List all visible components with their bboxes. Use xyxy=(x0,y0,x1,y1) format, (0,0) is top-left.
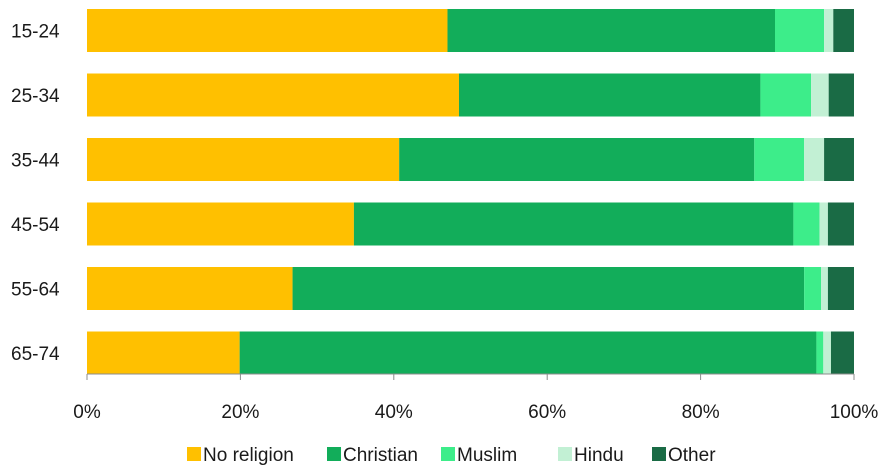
bar-segment-christian xyxy=(353,202,794,246)
bar-segment-muslim xyxy=(816,331,824,375)
category-label: 25-34 xyxy=(11,86,60,107)
bar-segment-hindu xyxy=(819,202,828,246)
legend-swatch xyxy=(441,447,455,461)
bar-segment-hindu xyxy=(811,73,829,117)
bar-segment-no-religion xyxy=(87,267,293,310)
legend-swatch xyxy=(652,447,666,461)
bar-segment-muslim xyxy=(804,267,822,310)
bar-segment-no-religion xyxy=(87,331,240,375)
bar-segment-other xyxy=(827,267,854,310)
bar-segment-no-religion xyxy=(87,73,459,117)
bar-segment-no-religion xyxy=(87,9,448,52)
category-label: 55-64 xyxy=(11,280,60,301)
bar-segment-christian xyxy=(399,138,755,181)
category-label: 15-24 xyxy=(11,22,60,43)
bar-segment-hindu xyxy=(804,138,825,181)
legend-label: Other xyxy=(668,445,716,466)
bar-segment-muslim xyxy=(793,202,820,246)
legend-label: No religion xyxy=(203,445,294,466)
bar-segment-other xyxy=(824,138,854,181)
bar-segment-no-religion xyxy=(87,202,354,246)
x-tick-label: 60% xyxy=(528,402,566,423)
category-labels: 15-24 25-34 35-44 45-54 55-64 65-74 xyxy=(11,22,60,366)
x-tick-label: 0% xyxy=(73,402,101,423)
x-axis: 0% 20% 40% 60% 80% 100% xyxy=(73,373,879,423)
x-tick-label: 100% xyxy=(830,402,879,423)
category-label: 65-74 xyxy=(11,344,60,365)
legend-swatch xyxy=(187,447,201,461)
x-tick-label: 20% xyxy=(221,402,259,423)
legend-swatch xyxy=(558,447,572,461)
category-label: 45-54 xyxy=(11,215,60,236)
bar-segment-other xyxy=(833,9,854,52)
bar-segment-christian xyxy=(458,73,761,117)
category-label: 35-44 xyxy=(11,151,60,172)
x-tick-label: 40% xyxy=(375,402,413,423)
bar-segment-other xyxy=(828,73,854,117)
bar-segment-muslim xyxy=(774,9,825,52)
legend: No religion Christian Muslim Hindu Other xyxy=(187,445,716,466)
bar-segment-christian xyxy=(239,331,817,375)
bar-segment-christian xyxy=(292,267,805,310)
bar-segment-other xyxy=(827,202,854,246)
bar-segment-muslim xyxy=(760,73,812,117)
bar-segment-muslim xyxy=(754,138,805,181)
bar-segment-hindu xyxy=(823,331,831,375)
bar-segment-hindu xyxy=(821,267,828,310)
legend-label: Muslim xyxy=(457,445,517,466)
legend-swatch xyxy=(327,447,341,461)
bar-segment-christian xyxy=(447,9,775,52)
bar-segment-no-religion xyxy=(87,138,400,181)
x-tick-label: 80% xyxy=(682,402,720,423)
bar-segment-hindu xyxy=(824,9,834,52)
legend-label: Christian xyxy=(343,445,418,466)
bars-group xyxy=(87,9,854,375)
legend-label: Hindu xyxy=(574,445,624,466)
bar-segment-other xyxy=(830,331,854,375)
